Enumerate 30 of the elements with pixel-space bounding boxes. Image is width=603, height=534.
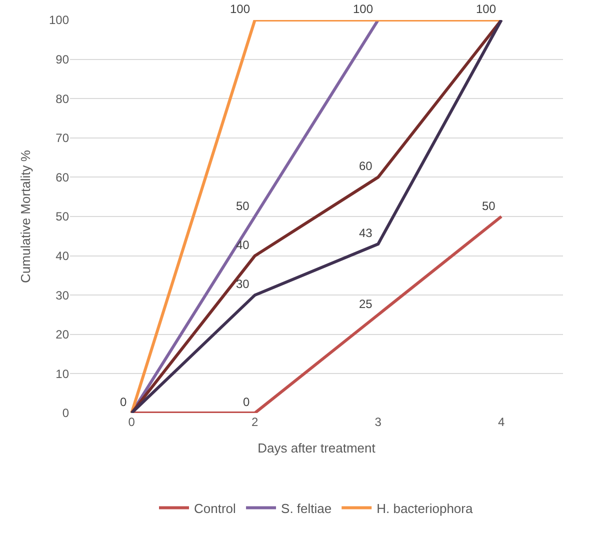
data-label: 0: [243, 395, 250, 409]
data-label: 25: [359, 297, 373, 311]
legend-label: S. feltiae: [281, 500, 332, 516]
y-tick-label: 50: [56, 210, 70, 224]
data-label: 100: [353, 2, 374, 16]
data-label: 100: [230, 2, 250, 16]
x-tick-label: 2: [252, 415, 259, 429]
data-label: 50: [236, 199, 250, 213]
data-label: 60: [359, 159, 373, 173]
y-axis-title: Cumulative Mortality %: [18, 150, 33, 283]
y-tick-label: 70: [56, 131, 70, 146]
data-label: 43: [359, 226, 373, 240]
y-tick-label: 20: [56, 328, 70, 342]
data-label: 100: [476, 2, 496, 16]
x-tick-label: 0: [128, 415, 136, 429]
data-label: 50: [482, 199, 496, 213]
legend-label: H. bacteriophora: [376, 500, 474, 516]
y-tick-label: 90: [56, 52, 70, 66]
data-label: 0: [120, 395, 127, 409]
legend-label: Control: [194, 500, 236, 516]
y-tick-label: 60: [56, 170, 70, 184]
y-tick-label: 100: [48, 13, 70, 28]
x-tick-label: 4: [498, 415, 506, 429]
y-tick-label: 10: [56, 366, 70, 381]
y-tick-label: 80: [56, 92, 70, 106]
x-tick-label: 3: [374, 415, 382, 429]
y-tick-label: 30: [56, 288, 70, 302]
x-axis-title: Days after treatment: [258, 440, 376, 456]
y-tick-label: 40: [56, 249, 70, 263]
data-label: 30: [236, 277, 250, 291]
